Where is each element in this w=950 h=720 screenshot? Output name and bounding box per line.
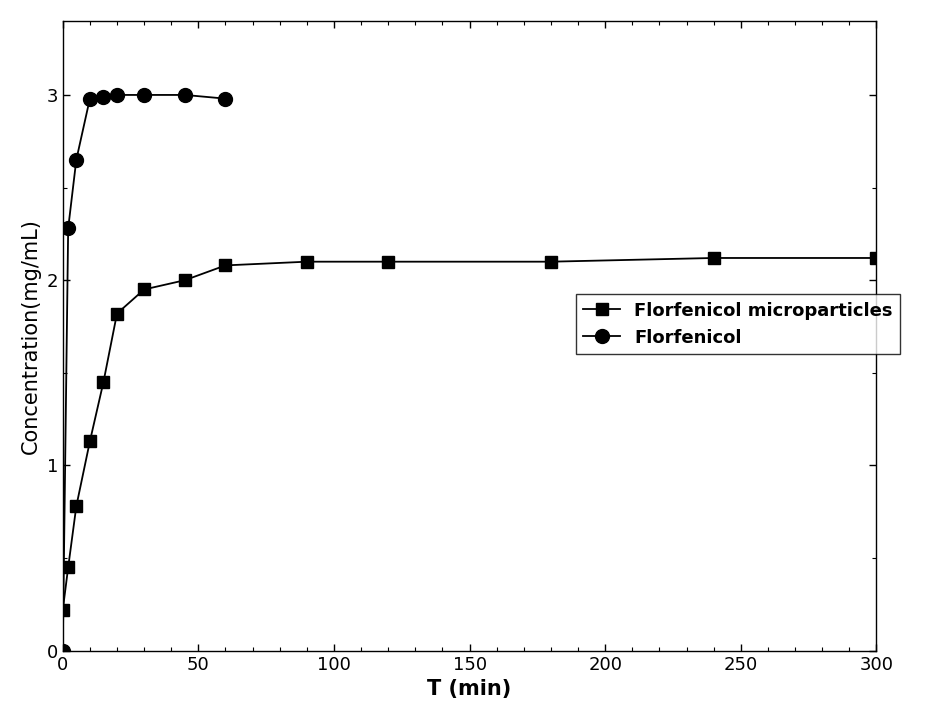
Florfenicol (111, 91, 123, 99)
Florfenicol microparticles (85, 437, 96, 446)
Florfenicol microparticles (871, 253, 883, 262)
Florfenicol microparticles (139, 285, 150, 294)
Florfenicol (63, 224, 74, 233)
Florfenicol microparticles (545, 257, 557, 266)
Legend: Florfenicol microparticles, Florfenicol: Florfenicol microparticles, Florfenicol (577, 294, 900, 354)
Florfenicol microparticles (301, 257, 313, 266)
Line: Florfenicol: Florfenicol (56, 88, 233, 657)
Y-axis label: Concentration(mg/mL): Concentration(mg/mL) (21, 218, 41, 454)
Florfenicol (70, 156, 82, 164)
Florfenicol microparticles (57, 606, 68, 614)
Florfenicol microparticles (219, 261, 231, 270)
Florfenicol microparticles (70, 502, 82, 510)
Florfenicol microparticles (180, 276, 191, 284)
Florfenicol (180, 91, 191, 99)
Florfenicol microparticles (98, 378, 109, 387)
Florfenicol (98, 92, 109, 101)
Florfenicol (139, 91, 150, 99)
Florfenicol (57, 647, 68, 655)
Florfenicol microparticles (708, 253, 719, 262)
Florfenicol microparticles (63, 563, 74, 572)
Florfenicol microparticles (111, 309, 123, 318)
Florfenicol (219, 94, 231, 103)
X-axis label: T (min): T (min) (428, 679, 512, 699)
Line: Florfenicol microparticles: Florfenicol microparticles (57, 253, 882, 616)
Florfenicol (85, 94, 96, 103)
Florfenicol microparticles (383, 257, 394, 266)
